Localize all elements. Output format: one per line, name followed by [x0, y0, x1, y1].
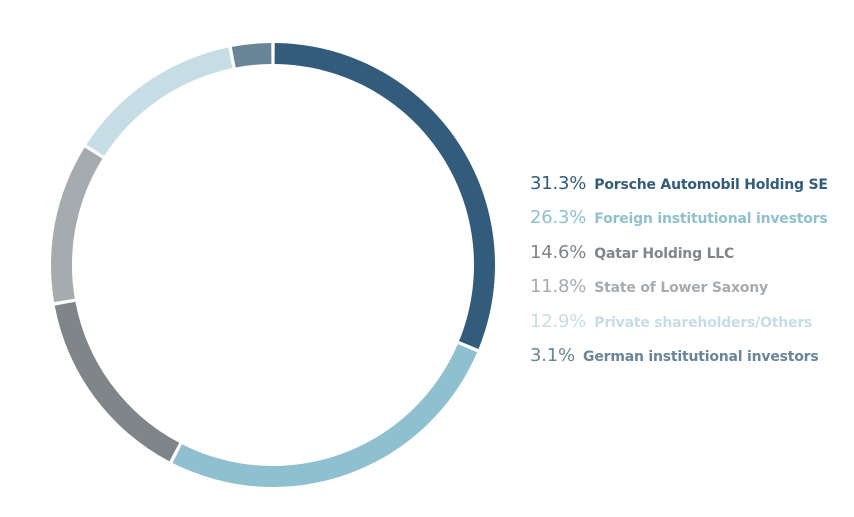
legend-value: 31.3%: [530, 173, 587, 194]
legend-label: State of Lower Saxony: [594, 280, 768, 297]
legend-label: Qatar Holding LLC: [594, 245, 735, 262]
legend-value: 26.3%: [530, 207, 587, 229]
donut-slice-3: [54, 301, 180, 462]
donut-slice-4: [51, 147, 103, 303]
donut-slice-6: [231, 43, 272, 68]
legend-value: 14.6%: [530, 241, 587, 263]
donut-slice-2: [172, 343, 478, 487]
legend-label: Porsche Automobil Holding SE: [594, 177, 828, 193]
legend: 31.3% Porsche Automobil Holding SE 26.3%…: [530, 170, 850, 376]
legend-item-qatar-holding: 14.6% Qatar Holding LLC: [530, 239, 850, 273]
legend-item-private-shareholders-others: 12.9% Private shareholders/Others: [530, 308, 850, 342]
legend-item-state-of-lower-saxony: 11.8% State of Lower Saxony: [530, 273, 850, 307]
legend-label: German institutional investors: [583, 348, 819, 365]
legend-label: Private shareholders/Others: [594, 314, 813, 331]
donut-slices: [51, 43, 496, 487]
donut-slice-5: [86, 47, 233, 156]
legend-item-porsche-automobil-holding: 31.3% Porsche Automobil Holding SE: [530, 170, 850, 204]
legend-label: Foreign institutional investors: [594, 211, 828, 228]
legend-value: 12.9%: [530, 310, 587, 332]
legend-item-foreign-institutional-investors: 26.3% Foreign institutional investors: [530, 204, 850, 238]
legend-value: 11.8%: [530, 276, 587, 298]
donut-slice-1: [274, 43, 496, 349]
legend-value: 3.1%: [530, 344, 575, 366]
legend-item-german-institutional-investors: 3.1% German institutional investors: [530, 342, 850, 376]
